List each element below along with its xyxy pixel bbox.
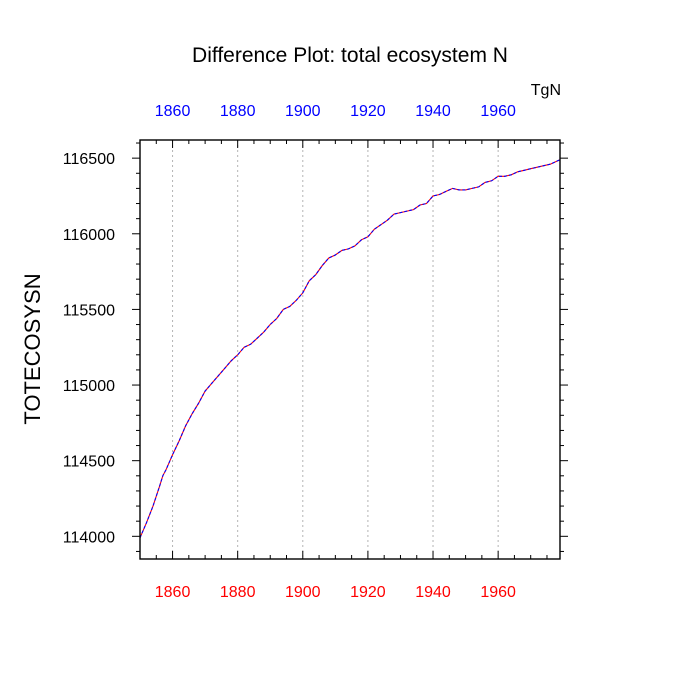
series-line-case2 <box>139 159 561 539</box>
x-tick-label-top: 1960 <box>480 103 516 120</box>
vertical-grid-lines <box>172 140 499 559</box>
axis-tick-labels: 1860 1860 1880 1880 1900 1900 1920 1920 1940 1940… <box>63 103 516 601</box>
y-tick-label: 114000 <box>63 529 115 546</box>
y-tick-label: 115000 <box>63 378 115 395</box>
chart-title: Difference Plot: total ecosystem N <box>192 44 508 67</box>
x-tick-label-top: 1920 <box>350 103 386 120</box>
axis-ticks <box>132 140 568 559</box>
x-tick-label-top: 1900 <box>285 103 321 120</box>
y-tick-label: 116000 <box>63 227 115 244</box>
y-axis-label: TOTECOSYSN <box>20 273 45 424</box>
x-tick-label-bottom: 1880 <box>220 584 256 601</box>
series-line-case1 <box>139 159 561 539</box>
x-tick-label-top: 1860 <box>155 103 191 120</box>
plot-frame <box>139 139 561 560</box>
series-layer <box>139 159 561 539</box>
x-tick-label-bottom: 1960 <box>480 584 516 601</box>
x-tick-label-bottom: 1920 <box>350 584 386 601</box>
x-tick-label-top: 1940 <box>415 103 451 120</box>
x-tick-label-top: 1880 <box>220 103 256 120</box>
units-label: TgN <box>531 82 561 99</box>
x-tick-label-bottom: 1900 <box>285 584 321 601</box>
y-tick-label: 114500 <box>63 454 115 471</box>
x-tick-label-bottom: 1860 <box>155 584 191 601</box>
x-tick-label-bottom: 1940 <box>415 584 451 601</box>
y-tick-label: 116500 <box>63 151 115 168</box>
y-tick-label: 115500 <box>63 302 115 319</box>
